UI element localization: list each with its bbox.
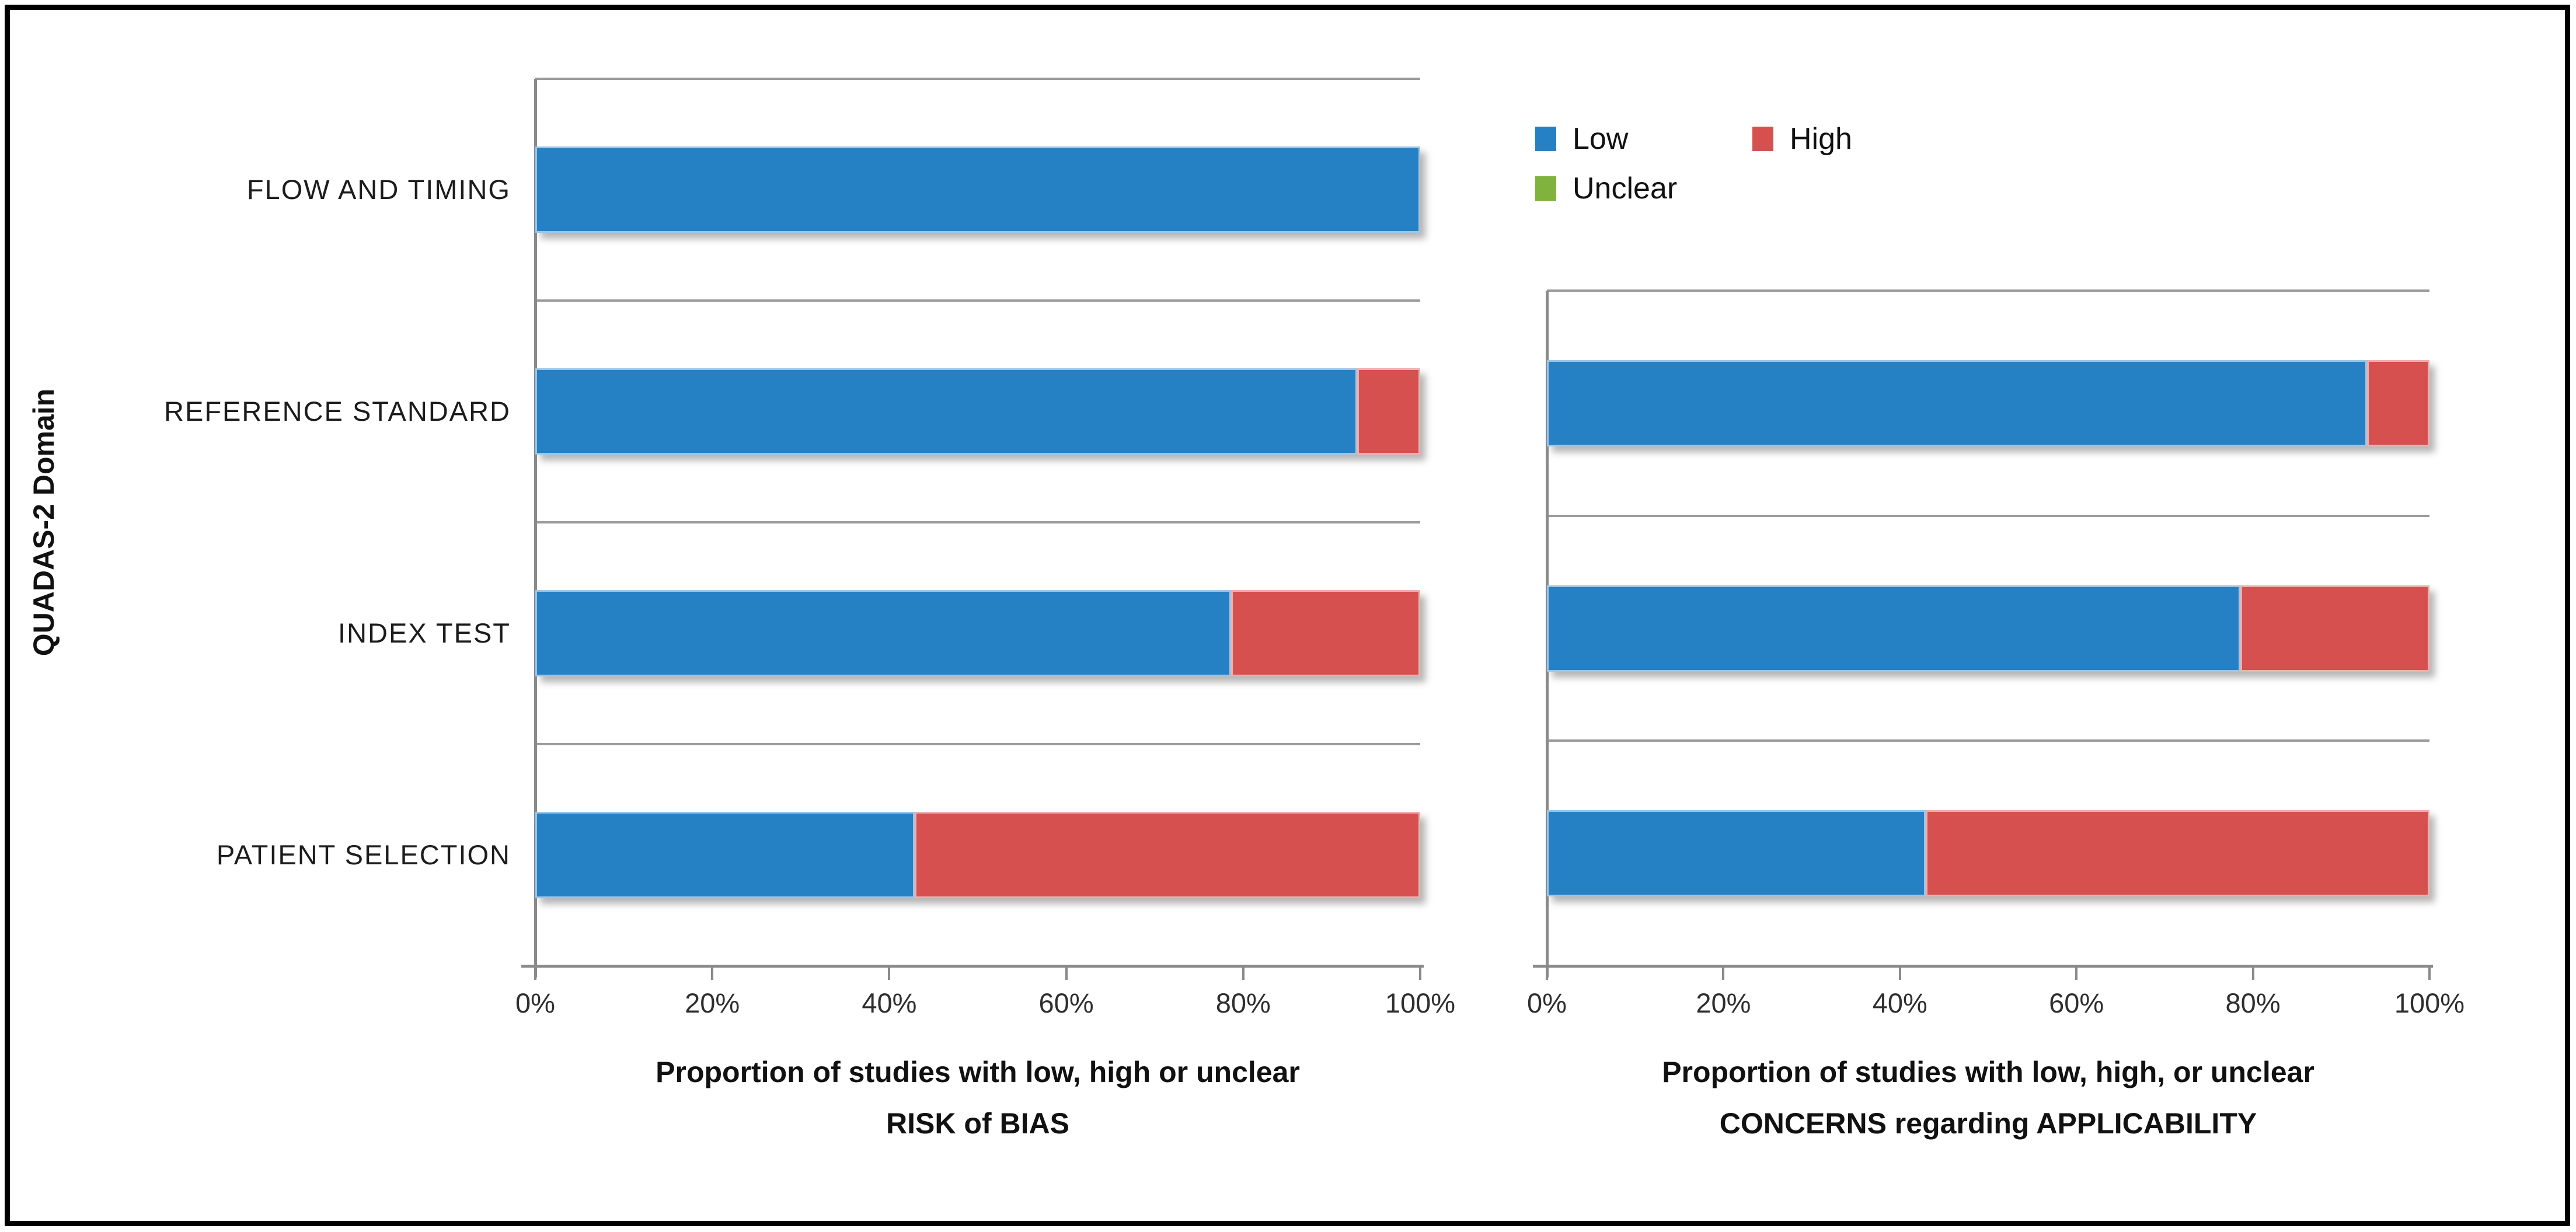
x-axis-tick [2428,966,2431,980]
x-tick-label: 20% [685,987,740,1018]
bar-row [1547,810,2429,897]
x-axis-line [521,965,1424,968]
x-tick-label: 40% [1872,987,1927,1018]
x-tick-label: 100% [2394,987,2465,1018]
bar-segment-low [1547,810,1926,897]
gridline [535,743,1420,745]
legend-label: Unclear [1573,172,1678,205]
x-axis-tick [711,966,714,980]
bar-segment-low [535,146,1420,233]
x-tick-label: 40% [862,987,917,1018]
bar-segment-low [1547,585,2241,672]
bar-segment-low [535,812,915,898]
bar-segment-high [2366,360,2429,446]
legend-label: High [1790,122,1852,156]
bar-row [535,146,1420,233]
legend-swatch-low [1535,127,1556,151]
gridline [535,521,1420,523]
x-tick-label: 80% [1215,987,1271,1018]
x-tick-label: 60% [1038,987,1094,1018]
bar-segment-high [1231,590,1420,676]
x-axis-tick [1546,966,1548,980]
x-axis-title-line2: CONCERNS regarding APPLICABILITY [1719,1107,2257,1140]
x-axis-tick [1722,966,1725,980]
legend-swatch-unclear [1535,176,1556,201]
x-axis-title-line1: Proportion of studies with low, high or … [656,1056,1300,1088]
gridline [535,299,1420,302]
x-tick-label: 0% [1527,987,1567,1018]
bar-row [535,812,1420,898]
gridline [1547,739,2429,742]
gridline [1547,289,2429,292]
category-label: INDEX TEST [338,617,511,648]
legend-item-unclear: Unclear [1535,173,1677,204]
x-axis-tick [1065,966,1068,980]
bar-row [1547,360,2429,446]
bar-segment-high [1357,368,1420,455]
legend-label: Low [1573,122,1629,156]
category-label: REFERENCE STANDARD [164,396,511,427]
y-axis-line [534,79,537,978]
x-axis-tick [1419,966,1421,980]
legend-swatch-high [1752,127,1773,151]
x-tick-label: 0% [515,987,555,1018]
bar-segment-low [535,368,1358,455]
category-label: FLOW AND TIMING [246,174,511,205]
x-axis-line [1533,965,2433,968]
x-axis-tick [534,966,536,980]
bar-segment-high [2240,585,2429,672]
legend-item-low: Low [1535,124,1628,154]
y-axis-title: QUADAS-2 Domain [27,388,60,657]
category-label: PATIENT SELECTION [216,839,511,870]
legend-item-high: High [1752,124,1852,154]
figure-border [5,5,2570,1226]
gridline [1547,514,2429,517]
bar-segment-high [915,812,1420,898]
x-tick-label: 80% [2225,987,2281,1018]
x-tick-label: 100% [1385,987,1456,1018]
x-axis-title-line1: Proportion of studies with low, high, or… [1662,1056,2314,1088]
bar-row [535,368,1420,455]
bar-segment-low [1547,360,2367,446]
x-axis-tick [1898,966,1901,980]
bar-segment-high [1925,810,2429,897]
bar-row [535,590,1420,676]
x-axis-tick [2251,966,2254,980]
gridline [535,78,1420,80]
x-axis-tick [1242,966,1245,980]
bar-row [1547,585,2429,672]
x-axis-tick [2075,966,2078,980]
x-tick-label: 20% [1696,987,1751,1018]
x-axis-title-line2: RISK of BIAS [886,1107,1069,1140]
x-axis-tick [888,966,891,980]
bar-segment-low [535,590,1231,676]
x-tick-label: 60% [2049,987,2104,1018]
